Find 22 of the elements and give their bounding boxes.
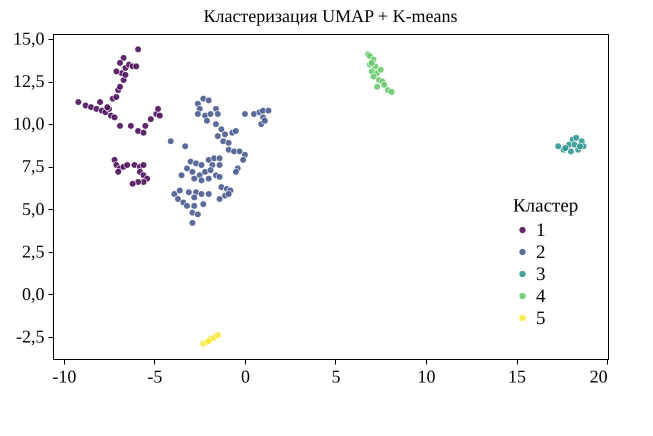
y-tick-label: 0,0 bbox=[22, 284, 44, 304]
legend-label: 1 bbox=[536, 220, 546, 241]
y-tick-label: 5,0 bbox=[22, 198, 44, 219]
y-tick-label: 7,5 bbox=[22, 156, 44, 176]
chart-title: Кластеризация UMAP + K-means bbox=[203, 6, 458, 26]
x-tick-label: 10 bbox=[418, 366, 436, 386]
x-tick-label: -5 bbox=[147, 366, 162, 386]
legend-title: Кластер bbox=[513, 196, 578, 216]
legend-label: 5 bbox=[536, 308, 546, 329]
y-tick-label: 12,5 bbox=[13, 71, 44, 92]
y-tick-label: -2,5 bbox=[16, 326, 44, 346]
x-tick-label: 5 bbox=[331, 366, 340, 386]
x-tick-label: 20 bbox=[590, 366, 608, 386]
legend-label: 4 bbox=[536, 286, 546, 307]
legend-label: 3 bbox=[536, 264, 546, 285]
y-tick-label: 2,5 bbox=[22, 241, 44, 262]
y-tick-label: 10,0 bbox=[13, 114, 44, 134]
x-tick-label: 15 bbox=[508, 366, 526, 386]
x-tick-label: 0 bbox=[240, 366, 250, 386]
x-tick-label: -10 bbox=[52, 366, 76, 386]
y-tick-label: 15,0 bbox=[13, 28, 44, 49]
legend-label: 2 bbox=[536, 242, 546, 263]
